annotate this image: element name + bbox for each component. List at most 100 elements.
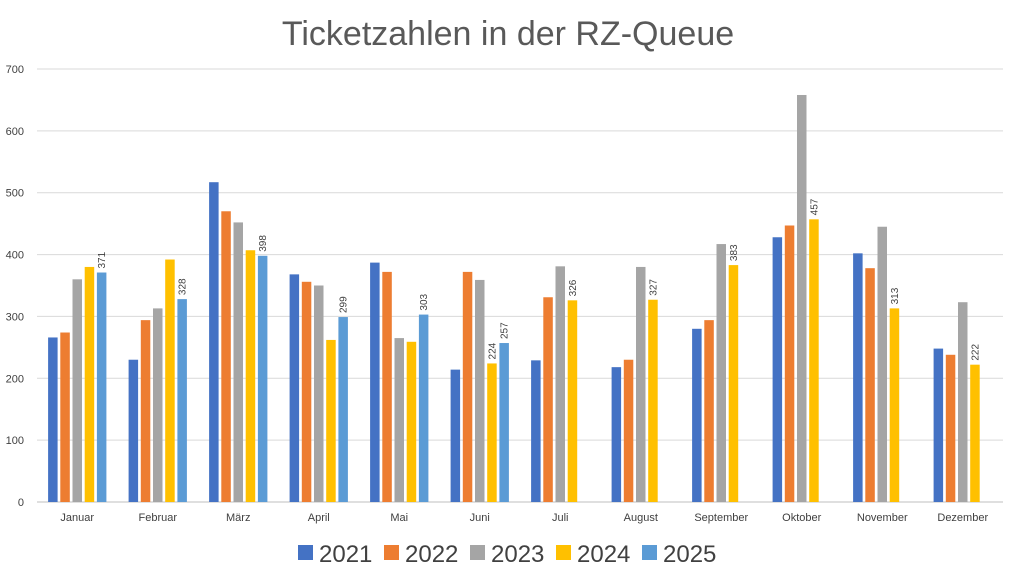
bar-2021 xyxy=(611,367,622,502)
x-tick-label: Februar xyxy=(138,512,177,524)
bar-2023 xyxy=(958,302,968,502)
data-label: 327 xyxy=(648,279,659,296)
legend-swatch xyxy=(298,545,313,560)
bar-2023 xyxy=(475,279,485,502)
bar-2022 xyxy=(784,225,795,502)
bar-2022 xyxy=(221,211,231,502)
bar-2023 xyxy=(394,338,404,502)
data-label: 371 xyxy=(97,251,108,268)
x-axis-ticks: Januar Februar März April Mai Juni Juli August S… xyxy=(60,512,988,524)
y-tick-label: 400 xyxy=(6,250,24,262)
legend-label: 2025 xyxy=(663,541,716,568)
data-label: 222 xyxy=(970,344,981,361)
bar-2023 xyxy=(314,285,324,502)
bar-2024 xyxy=(728,265,739,502)
chart-title: Ticketzahlen in der RZ-Queue xyxy=(282,15,734,53)
bar-2025 xyxy=(257,255,268,502)
legend-swatch xyxy=(470,545,485,560)
bar-2023 xyxy=(797,94,807,502)
bar-2024 xyxy=(567,300,578,502)
bar-2024 xyxy=(84,266,95,502)
data-label: 224 xyxy=(487,342,498,359)
bar-2024 xyxy=(487,363,497,502)
x-tick-label: November xyxy=(857,512,908,524)
x-tick-label: März xyxy=(226,512,250,524)
bar-2023 xyxy=(72,279,82,502)
x-tick-label: Juli xyxy=(552,512,569,524)
bar-2023 xyxy=(716,244,726,502)
y-tick-label: 700 xyxy=(6,64,24,76)
y-axis-ticks: 0 100 200 300 400 500 600 700 xyxy=(6,64,24,509)
bar-2021 xyxy=(289,274,300,502)
bar-2022 xyxy=(704,320,714,502)
bar-2022 xyxy=(543,297,553,502)
data-label: 457 xyxy=(809,198,820,215)
bar-2021 xyxy=(692,328,702,502)
legend-swatch xyxy=(642,545,657,560)
x-tick-label: April xyxy=(308,512,330,524)
legend-swatch xyxy=(556,545,571,560)
gridlines xyxy=(37,68,1003,503)
bar-2022 xyxy=(140,320,151,502)
bar-2021 xyxy=(48,337,58,502)
bar-2024 xyxy=(970,364,980,502)
data-label: 257 xyxy=(500,322,511,339)
bar-2023 xyxy=(233,222,243,503)
data-label: 383 xyxy=(729,244,740,261)
data-label: 313 xyxy=(890,287,901,304)
bars xyxy=(48,94,980,503)
bar-2022 xyxy=(865,268,875,502)
bar-2025 xyxy=(418,314,429,502)
data-label: 398 xyxy=(258,235,269,252)
data-label: 326 xyxy=(568,279,579,296)
bar-2024 xyxy=(809,219,819,502)
legend-label: 2023 xyxy=(491,541,544,568)
bar-2025 xyxy=(499,343,509,502)
bar-2024 xyxy=(889,308,900,502)
bar-2022 xyxy=(301,281,312,502)
bar-2023 xyxy=(555,266,565,502)
bar-2022 xyxy=(462,271,473,502)
x-tick-label: Mai xyxy=(390,512,408,524)
x-tick-label: Dezember xyxy=(937,512,988,524)
data-label: 328 xyxy=(178,278,189,295)
legend-label: 2022 xyxy=(405,541,458,568)
x-tick-label: Oktober xyxy=(782,512,821,524)
bar-2025 xyxy=(338,317,348,502)
legend: 2021 2022 2023 2024 2025 xyxy=(298,541,716,568)
bar-2024 xyxy=(406,341,417,502)
x-tick-label: August xyxy=(624,512,658,524)
bar-2024 xyxy=(326,339,336,502)
bar-2022 xyxy=(60,332,70,502)
bar-2023 xyxy=(877,226,887,502)
legend-label: 2024 xyxy=(577,541,630,568)
bar-2022 xyxy=(382,271,392,502)
bar-2022 xyxy=(623,359,634,502)
bar-2023 xyxy=(636,266,646,502)
y-tick-label: 100 xyxy=(6,435,24,447)
y-tick-label: 300 xyxy=(6,311,24,323)
y-tick-label: 0 xyxy=(18,497,24,509)
bar-2025 xyxy=(177,299,187,502)
y-tick-label: 600 xyxy=(6,126,24,138)
bar-2025 xyxy=(96,272,107,502)
bar-2021 xyxy=(933,348,944,502)
bar-2021 xyxy=(370,262,380,502)
legend-label: 2021 xyxy=(319,541,372,568)
y-tick-label: 200 xyxy=(6,373,24,385)
x-tick-label: September xyxy=(694,512,748,524)
bar-2021 xyxy=(531,360,541,502)
x-tick-label: Januar xyxy=(60,512,94,524)
bar-2021 xyxy=(853,253,863,502)
bar-2023 xyxy=(153,308,163,502)
bar-2024 xyxy=(648,299,658,502)
bar-2022 xyxy=(945,354,956,502)
legend-swatch xyxy=(384,545,399,560)
bar-2024 xyxy=(165,259,175,502)
data-label: 299 xyxy=(339,296,350,313)
bar-2021 xyxy=(128,359,139,502)
data-label: 303 xyxy=(419,293,430,310)
y-tick-label: 500 xyxy=(6,188,24,200)
